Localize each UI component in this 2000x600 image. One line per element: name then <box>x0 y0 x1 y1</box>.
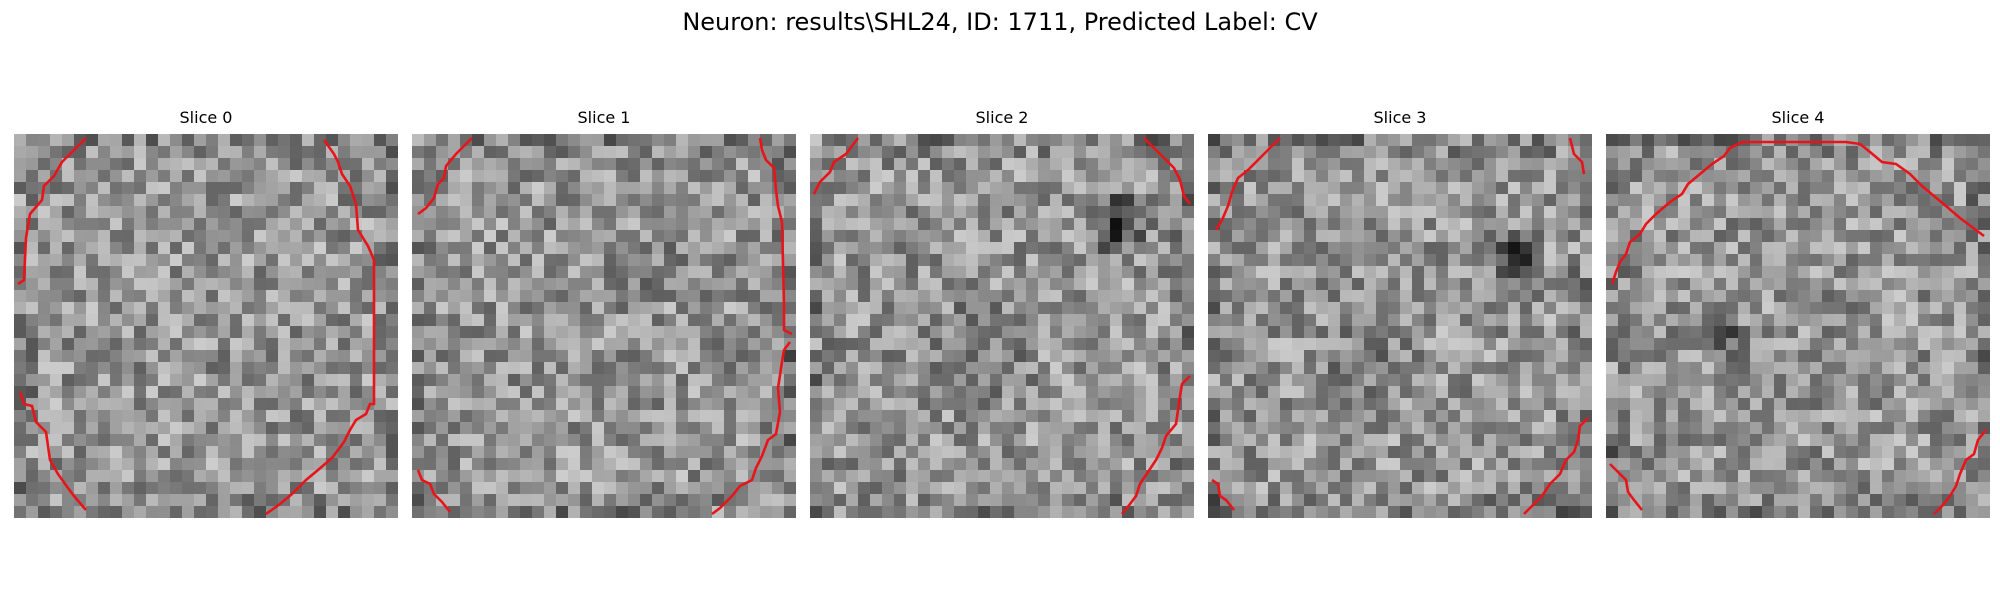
contour-line-1c <box>711 341 792 516</box>
contour-line-4c <box>1609 463 1644 511</box>
slice-panel-4: Slice 4 <box>1606 108 1990 518</box>
contour-line-0a <box>17 137 87 286</box>
slice-panel-1: Slice 1 <box>412 108 796 518</box>
contour-line-0c <box>18 391 87 511</box>
slice-panel-3: Slice 3 <box>1208 108 1592 518</box>
contour-line-1b <box>758 137 793 336</box>
contour-line-2c <box>1120 375 1191 515</box>
slice-pixels-1 <box>412 134 796 518</box>
slice-pixels-3 <box>1208 134 1592 518</box>
contour-line-4b <box>1933 429 1988 515</box>
slice-contour-overlay-0 <box>17 137 376 516</box>
slice-contour-overlay-4 <box>1609 140 1988 515</box>
contour-line-1d <box>416 469 452 513</box>
figure-title: Neuron: results\SHL24, ID: 1711, Predict… <box>682 8 1318 36</box>
slice-contour-overlay-2 <box>812 137 1192 515</box>
slice-image-1 <box>412 134 796 518</box>
contour-line-0b <box>265 139 376 516</box>
slice-title-1: Slice 1 <box>577 108 631 127</box>
slice-pixels-2 <box>810 134 1194 518</box>
slice-pixels-4 <box>1606 134 1990 518</box>
contour-line-4a <box>1610 140 1985 285</box>
contour-line-2a <box>812 137 860 195</box>
contour-line-3c <box>1523 417 1589 515</box>
slice-title-3: Slice 3 <box>1373 108 1427 127</box>
slice-title-4: Slice 4 <box>1771 108 1825 127</box>
slice-panel-2: Slice 2 <box>810 108 1194 518</box>
slice-image-4 <box>1606 134 1990 518</box>
slice-title-2: Slice 2 <box>975 108 1029 127</box>
slice-contour-overlay-1 <box>416 137 793 516</box>
slice-image-2 <box>810 134 1194 518</box>
contour-line-3d <box>1211 478 1236 511</box>
slice-contour-overlay-3 <box>1211 137 1589 515</box>
slice-image-3 <box>1208 134 1592 518</box>
contour-line-1a <box>417 137 473 216</box>
contour-line-3b <box>1568 137 1586 175</box>
contour-line-2b <box>1143 137 1192 205</box>
slice-title-0: Slice 0 <box>179 108 233 127</box>
slice-panel-0: Slice 0 <box>14 108 398 518</box>
slice-image-0 <box>14 134 398 518</box>
contour-line-3a <box>1214 137 1281 231</box>
